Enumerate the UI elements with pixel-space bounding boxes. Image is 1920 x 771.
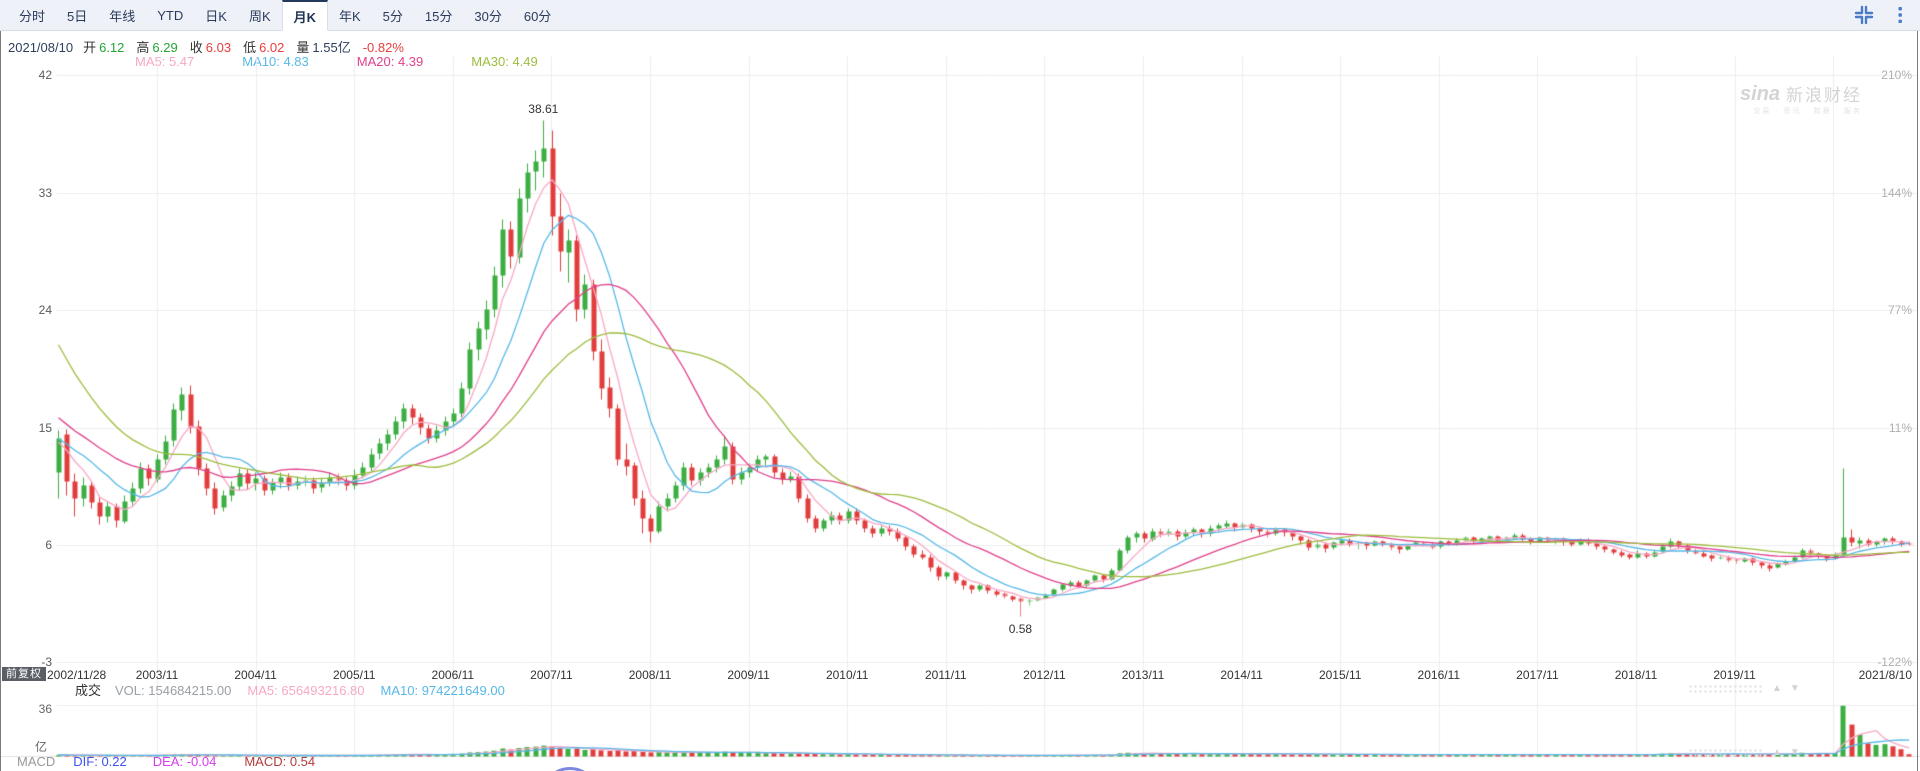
date-tick-2008/11: 2008/11 [628,668,672,682]
date-tick-2006/11: 2006/11 [431,668,475,682]
percent-tick-11%: 11% [1888,420,1912,435]
volume-title: 成交 [75,683,102,698]
macd-header: MACD DIF: 0.22 DEA: -0.04 MACD: 0.54 [17,754,315,769]
sina-finance-name: 新浪财经 [1786,86,1862,105]
price-tick--3: -3 [41,655,52,670]
date-tick-2004/11: 2004/11 [234,668,277,682]
date-tick-2019/11: 2019/11 [1713,668,1756,682]
price-tick-15: 15 [38,420,52,435]
date-tick-2016/11: 2016/11 [1417,668,1461,682]
price-tick-24: 24 [38,303,52,318]
date-tick-2018/11: 2018/11 [1614,668,1658,682]
volume-ma10: MA10: 974221649.00 [380,683,505,698]
macd-dea: DEA: -0.04 [152,754,217,769]
date-tick-2007/11: 2007/11 [530,668,573,682]
percent-tick-144%: 144% [1881,185,1912,200]
price-tick-33: 33 [38,185,52,200]
price-tick-6: 6 [45,538,52,552]
volume-ma5: MA5: 656493216.80 [247,683,365,698]
percent-tick--122%: -122% [1877,655,1912,670]
pane-drag-dots-bottom[interactable] [1688,748,1764,758]
volume-value: VOL: 154684215.00 [115,683,232,698]
date-tick-2009/11: 2009/11 [727,668,770,682]
pane-drag-dots-top[interactable] [1688,684,1764,694]
macd-value: MACD: 0.54 [244,754,316,769]
percent-tick-210%: 210% [1881,68,1912,83]
pane-resize-arrows-top[interactable]: ▲▼ [1772,683,1808,694]
sina-finance-tagline: 交易 · 资讯 · 数据 · 服务 [1753,108,1862,115]
percent-tick-77%: 77% [1887,303,1912,318]
sina-logo: sina [1739,83,1780,105]
volume-axis-max: 36 [38,702,52,716]
date-tick-2017/11: 2017/11 [1516,668,1559,682]
price-adjust-badge[interactable]: 前复权 [2,667,46,681]
date-tick-2011/11: 2011/11 [924,668,967,682]
low-price-annotation: 0.58 [1008,621,1033,636]
price-tick-42: 42 [38,68,52,83]
date-tick-2021/8/10: 2021/8/10 [1858,668,1912,682]
volume-axis-unit: 亿 [34,740,47,754]
date-tick-2002/11/28: 2002/11/28 [47,668,107,682]
sina-finance-watermark: sina 新浪财经 交易 · 资讯 · 数据 · 服务 [1740,84,1862,115]
date-tick-2010/11: 2010/11 [825,668,869,682]
date-tick-2015/11: 2015/11 [1318,668,1362,682]
high-price-annotation: 38.61 [528,101,559,116]
macd-title: MACD [17,754,56,769]
right-window-edge [1917,31,1918,771]
date-tick-2013/11: 2013/11 [1121,668,1165,682]
pane-resize-arrows-bottom[interactable]: ▲▼ [1772,747,1808,758]
left-window-edge [0,31,1,771]
date-tick-2014/11: 2014/11 [1220,668,1263,682]
macd-dif: DIF: 0.22 [73,754,127,769]
date-tick-2012/11: 2012/11 [1023,668,1066,682]
volume-header: 成交 VOL: 154684215.00 MA5: 656493216.80 MA10… [75,680,505,699]
date-tick-2003/11: 2003/11 [135,668,179,682]
date-tick-2005/11: 2005/11 [332,668,376,682]
